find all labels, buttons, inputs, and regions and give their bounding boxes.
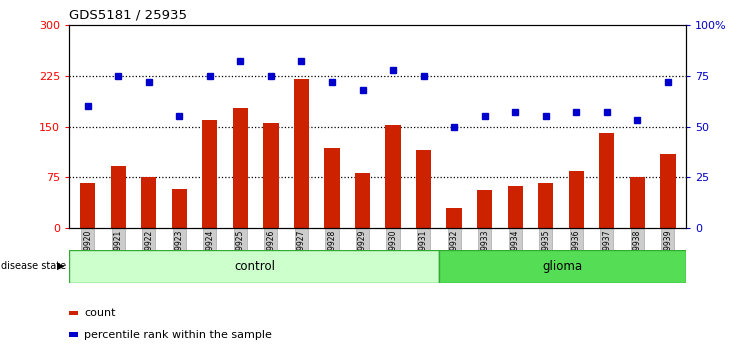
Bar (69, 250, 439, 283)
Bar (569, 171, 584, 228)
Text: disease state: disease state (1, 261, 66, 271)
Bar (477, 190, 492, 228)
Bar (355, 173, 370, 228)
Text: ▶: ▶ (57, 261, 64, 271)
Text: percentile rank within the sample: percentile rank within the sample (84, 330, 272, 339)
Text: count: count (84, 308, 115, 318)
Bar (660, 154, 675, 228)
Bar (141, 177, 156, 228)
Bar (264, 123, 279, 228)
Bar (416, 150, 431, 228)
Bar (385, 125, 401, 228)
Bar (110, 166, 126, 228)
Bar (538, 183, 553, 228)
Bar (172, 189, 187, 228)
Text: glioma: glioma (543, 260, 583, 273)
Bar (202, 120, 218, 228)
Bar (630, 177, 645, 228)
Bar (80, 183, 96, 228)
Bar (293, 79, 309, 228)
Bar (233, 108, 248, 228)
Bar (324, 148, 339, 228)
Bar (439, 250, 686, 283)
Bar (507, 186, 523, 228)
Bar (599, 133, 615, 228)
Text: GDS5181 / 25935: GDS5181 / 25935 (69, 9, 188, 22)
Text: control: control (234, 260, 275, 273)
Bar (447, 208, 462, 228)
